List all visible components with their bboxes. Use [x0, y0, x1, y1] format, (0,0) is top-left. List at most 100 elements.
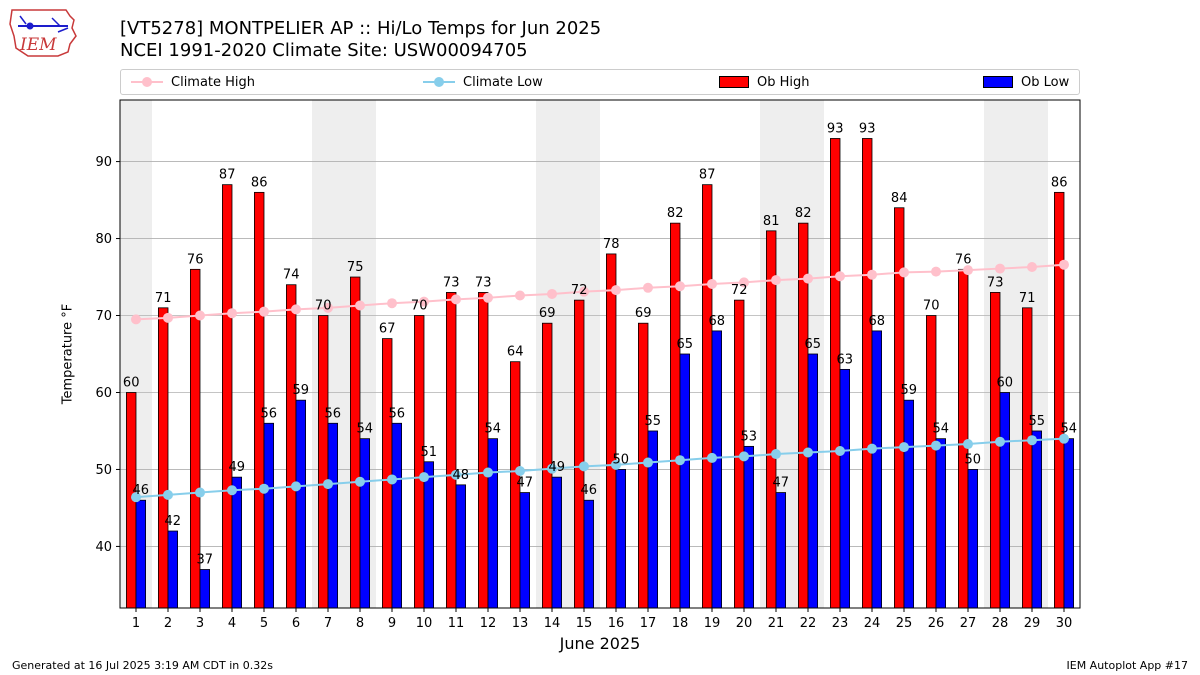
ob-high-bar [157, 307, 169, 609]
ob-high-label: 71 [155, 291, 172, 306]
ob-low-bar [1063, 438, 1075, 609]
legend-climate-low-label: Climate Low [463, 74, 543, 90]
ob-low-bar [455, 484, 467, 609]
legend-ob-low-swatch [983, 76, 1013, 88]
ob-high-bar [766, 230, 777, 609]
ob-high-bar [317, 315, 329, 609]
climate-high-point [739, 277, 749, 288]
ob-high-label: 82 [667, 206, 684, 221]
x-tick-label: 10 [416, 616, 433, 631]
climate-low-point [131, 492, 141, 503]
climate-high-point [1027, 262, 1037, 273]
ob-low-label: 68 [869, 314, 886, 329]
x-tick-label: 23 [832, 616, 849, 631]
legend-ob-low: Ob Low [983, 70, 1069, 94]
iem-logo: IEM [9, 9, 77, 57]
y-tick-label: 50 [95, 463, 112, 478]
ob-high-bar [413, 315, 425, 609]
ob-low-label: 55 [645, 414, 662, 429]
ob-low-label: 68 [709, 314, 726, 329]
ob-low-bar [135, 499, 147, 609]
chart-title: [VT5278] MONTPELIER AP :: Hi/Lo Temps fo… [120, 18, 601, 62]
y-tick-label: 70 [95, 309, 112, 324]
legend-climate-high: Climate High [131, 70, 255, 94]
climate-low-point [899, 442, 909, 453]
x-axis-label: June 2025 [559, 634, 641, 653]
x-tick-label: 4 [228, 616, 236, 631]
climate-low-point [803, 447, 813, 458]
ob-low-bar [583, 499, 595, 609]
legend-ob-high-swatch [719, 76, 749, 88]
ob-high-label: 78 [603, 237, 620, 252]
footer-app-text: IEM Autoplot App #17 [1066, 659, 1189, 672]
ob-low-label: 50 [613, 452, 630, 467]
ob-high-label: 71 [1019, 291, 1036, 306]
climate-high-point [835, 271, 845, 282]
ob-low-bar [615, 469, 627, 609]
ob-high-label: 69 [635, 306, 652, 321]
legend-climate-high-swatch [131, 75, 163, 89]
y-axis-label: Temperature °F [60, 303, 76, 405]
ob-low-bar [999, 392, 1011, 609]
x-tick-label: 16 [608, 616, 625, 631]
climate-high-point [963, 265, 973, 276]
ob-low-label: 49 [549, 460, 566, 475]
ob-low-label: 47 [773, 476, 790, 491]
climate-high-point [259, 306, 269, 317]
x-tick-label: 14 [544, 616, 561, 631]
ob-low-bar [711, 330, 723, 609]
ob-low-label: 59 [901, 383, 918, 398]
climate-low-point [515, 465, 525, 476]
climate-high-point [195, 310, 205, 321]
ob-high-label: 75 [347, 260, 364, 275]
ob-high-label: 93 [827, 121, 844, 136]
ob-low-label: 54 [933, 422, 950, 437]
ob-low-bar [551, 476, 563, 609]
ob-low-label: 59 [293, 383, 310, 398]
chart-title-line1: [VT5278] MONTPELIER AP :: Hi/Lo Temps fo… [120, 18, 602, 39]
ob-low-label: 49 [229, 460, 246, 475]
ob-low-label: 54 [1061, 422, 1078, 437]
climate-low-point [323, 479, 333, 490]
climate-high-point [547, 288, 557, 299]
ob-low-label: 65 [677, 337, 694, 352]
y-tick-label: 80 [95, 232, 112, 247]
svg-text:IEM: IEM [19, 35, 57, 55]
ob-low-bar [871, 330, 883, 609]
climate-high-point [995, 263, 1005, 274]
x-tick-label: 7 [324, 616, 332, 631]
x-tick-label: 19 [704, 616, 721, 631]
climate-high-point [163, 312, 173, 323]
ob-high-label: 73 [987, 275, 1004, 290]
x-tick-label: 22 [800, 616, 817, 631]
ob-low-label: 50 [965, 452, 982, 467]
ob-high-bar [477, 292, 489, 609]
ob-high-bar [606, 253, 617, 609]
climate-low-point [1027, 435, 1037, 446]
climate-high-point [771, 275, 781, 286]
x-tick-label: 29 [1024, 616, 1041, 631]
ob-low-bar [743, 445, 755, 609]
ob-high-label: 76 [187, 252, 204, 267]
climate-low-point [867, 443, 877, 454]
climate-low-point [963, 439, 973, 450]
ob-low-label: 65 [805, 337, 822, 352]
climate-low-point [611, 459, 621, 470]
climate-low-point [771, 449, 781, 460]
plot-frame [119, 99, 1081, 609]
x-tick-label: 2 [164, 616, 172, 631]
ob-high-bar [830, 138, 841, 609]
x-tick-label: 13 [512, 616, 529, 631]
x-tick-label: 15 [576, 616, 593, 631]
climate-high-point [291, 304, 301, 315]
climate-high-point [611, 285, 621, 296]
climate-high-point [675, 281, 685, 292]
legend-ob-high: Ob High [719, 70, 810, 94]
ob-high-label: 70 [923, 299, 940, 314]
ob-low-label: 63 [837, 352, 854, 367]
ob-high-bar [445, 292, 457, 609]
ob-low-label: 56 [325, 406, 342, 421]
climate-high-point [451, 294, 461, 305]
ob-low-bar [1031, 430, 1043, 609]
